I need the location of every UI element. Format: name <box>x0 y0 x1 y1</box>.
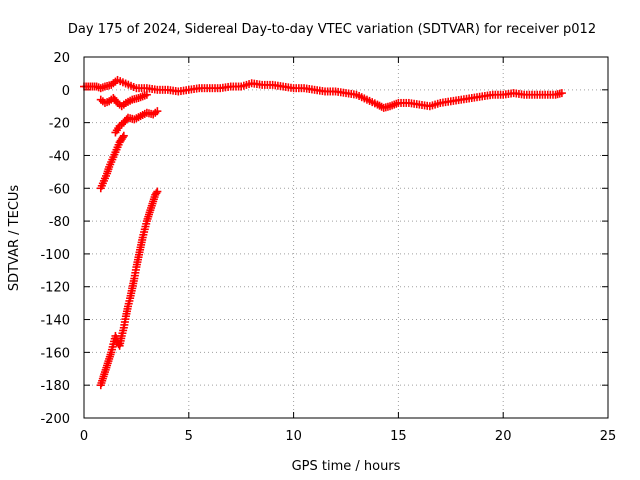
x-tick-label: 20 <box>495 429 512 444</box>
y-tick-label: -60 <box>49 182 70 197</box>
data-point <box>153 107 162 116</box>
y-tick-label: -100 <box>40 248 70 263</box>
y-tick-label: -160 <box>40 346 70 361</box>
chart-title: Day 175 of 2024, Sidereal Day-to-day VTE… <box>68 22 596 37</box>
data-point <box>152 189 161 198</box>
data-point <box>118 133 127 142</box>
y-tick-label: -200 <box>40 412 70 427</box>
x-axis-label: GPS time / hours <box>292 459 401 474</box>
data-layer <box>80 75 566 390</box>
data-point <box>142 90 151 99</box>
y-tick-label: 20 <box>53 51 70 66</box>
x-tick-label: 5 <box>185 429 193 444</box>
y-tick-label: -20 <box>49 117 70 132</box>
x-tick-label: 10 <box>285 429 302 444</box>
y-axis-label: SDTVAR / TECUs <box>7 185 22 292</box>
y-tick-label: 0 <box>62 84 70 99</box>
y-tick-label: -140 <box>40 314 70 329</box>
x-tick-label: 25 <box>600 429 617 444</box>
x-tick-label: 15 <box>390 429 407 444</box>
y-tick-label: -120 <box>40 281 70 296</box>
grid-layer <box>84 57 608 418</box>
axis-layer: 0 5 10 15 20 25 20 0 -20 -40 -60 -80 -100 -120 -140 -16… <box>40 51 616 444</box>
data-point <box>153 187 162 196</box>
data-point <box>119 131 128 140</box>
plot-frame <box>83 56 609 419</box>
x-tick-label: 0 <box>80 429 88 444</box>
y-tick-label: -40 <box>49 149 70 164</box>
y-tick-label: -80 <box>49 215 70 230</box>
y-tick-label: -180 <box>40 379 70 394</box>
data-point <box>557 89 566 98</box>
